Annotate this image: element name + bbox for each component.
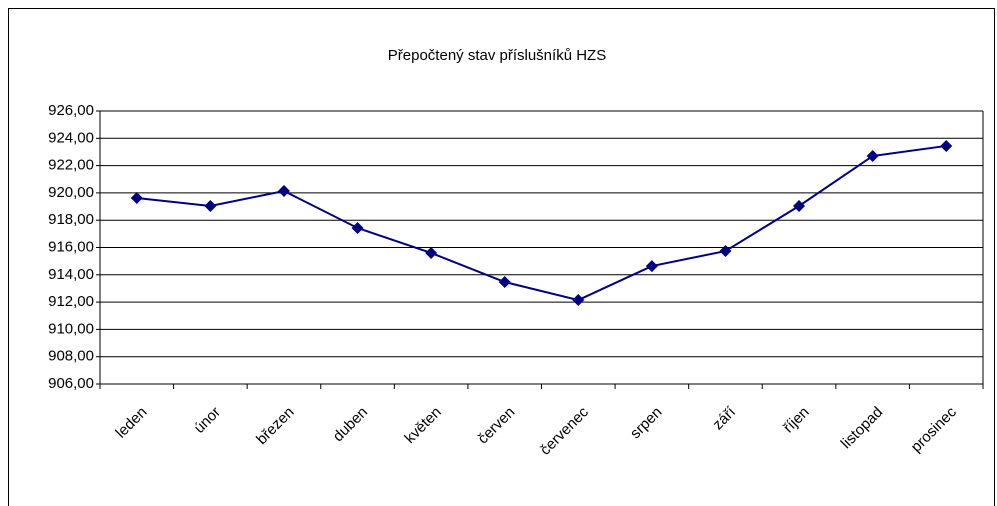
y-tick-label: 908,00: [48, 348, 94, 365]
data-point: [572, 294, 585, 307]
data-point: [130, 191, 143, 204]
y-tick-label: 916,00: [48, 238, 94, 255]
data-point: [204, 200, 217, 213]
y-tick-label: 912,00: [48, 293, 94, 310]
data-point: [866, 150, 879, 163]
y-tick-label: 914,00: [48, 266, 94, 283]
y-tick-label: 910,00: [48, 320, 94, 337]
data-point: [277, 184, 290, 197]
data-point: [498, 276, 511, 289]
y-tick-label: 920,00: [48, 184, 94, 201]
data-point: [793, 200, 806, 213]
chart-title: Přepočtený stav příslušníků HZS: [388, 47, 606, 64]
data-point: [351, 221, 364, 234]
y-tick-label: 906,00: [48, 375, 94, 392]
y-tick-label: 926,00: [48, 102, 94, 119]
data-point: [425, 246, 438, 259]
data-line: [136, 144, 947, 302]
y-tick-label: 918,00: [48, 211, 94, 228]
y-tick-label: 922,00: [48, 157, 94, 174]
data-point: [719, 245, 732, 258]
chart-frame: [8, 8, 995, 506]
y-tick-label: 924,00: [48, 129, 94, 146]
data-point: [645, 260, 658, 273]
data-point: [940, 139, 953, 152]
